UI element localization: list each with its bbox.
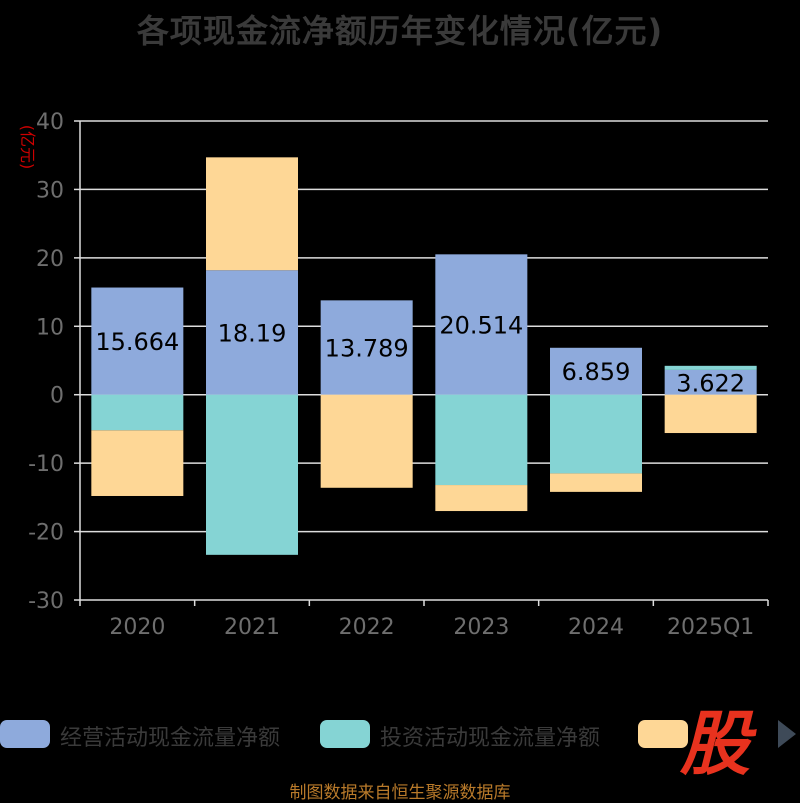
legend-swatch-investing [320, 720, 370, 748]
y-axis-unit-label: (亿元) [18, 125, 37, 170]
y-tick-label: 20 [36, 247, 64, 272]
chart-title: 各项现金流净额历年变化情况(亿元) [136, 12, 664, 50]
legend-next-page-icon[interactable] [778, 720, 796, 748]
bar-operating [550, 347, 642, 395]
bar-value-label: 13.789 [325, 335, 409, 363]
y-tick-label: 10 [36, 315, 64, 340]
x-tick-label: 2020 [109, 615, 165, 640]
legend: 经营活动现金流量净额 投资活动现金流量净额 [0, 716, 800, 752]
watermark-logo: 股 [680, 703, 750, 785]
bar-financing [435, 485, 528, 512]
cash-flow-chart: 40 30 20 10 0 -10 -20 -30 (亿元) 15.664 2020 18.19 202… [18, 110, 769, 640]
bar-value-label: 6.859 [562, 358, 631, 386]
bar-operating [91, 287, 184, 395]
x-tick-label: 2024 [568, 615, 624, 640]
legend-label-operating: 经营活动现金流量净额 [60, 726, 281, 751]
y-tick-label: -20 [28, 521, 64, 546]
x-tick-label: 2025Q1 [667, 615, 754, 640]
bar-operating [435, 254, 528, 395]
legend-label-investing: 投资活动现金流量净额 [380, 726, 601, 751]
bar-financing [206, 157, 298, 271]
legend-swatch-financing [638, 720, 688, 748]
x-tick-label: 2022 [339, 615, 395, 640]
bar-value-label: 15.664 [95, 328, 179, 356]
bar-value-label: 3.622 [676, 369, 745, 397]
x-tick-label: 2021 [224, 615, 280, 640]
legend-swatch-operating [0, 720, 50, 748]
y-tick-label: -30 [28, 589, 64, 614]
bar-investing [206, 394, 298, 555]
bar-investing [435, 394, 528, 486]
bar-financing [664, 394, 757, 434]
bar-operating [206, 270, 298, 395]
bar-investing [550, 394, 642, 474]
bar-financing [91, 430, 184, 496]
bar-investing [91, 394, 184, 431]
bar-financing [320, 394, 413, 488]
bar-investing [664, 365, 757, 370]
bar-value-label: 18.19 [218, 319, 287, 347]
y-tick-label: 40 [36, 110, 64, 135]
y-tick-label: 30 [36, 178, 64, 203]
x-tick-label: 2023 [453, 615, 509, 640]
bar-value-label: 20.514 [439, 312, 523, 340]
y-tick-label: 0 [50, 384, 64, 409]
bar-operating [320, 300, 413, 395]
source-note: 制图数据来自恒生聚源数据库 [289, 783, 511, 803]
y-tick-label: -10 [28, 452, 64, 477]
bar-operating [664, 369, 757, 395]
bar-financing [550, 473, 642, 492]
